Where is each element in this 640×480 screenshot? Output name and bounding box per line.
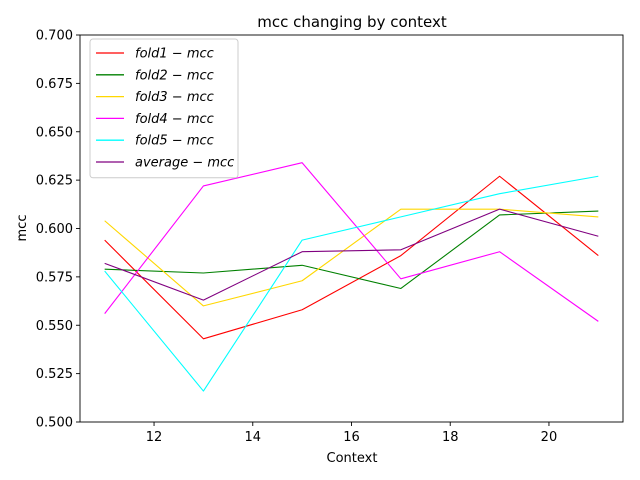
- x-tick-label-16: 16: [343, 430, 360, 445]
- series-line-5: [104, 175, 599, 392]
- y-tick-label-5: 0.625: [36, 174, 73, 189]
- series-line-4: [104, 162, 599, 322]
- y-tick-label-3: 0.575: [36, 270, 73, 285]
- legend-label-1: fold1 − mcc: [135, 47, 214, 62]
- series-line-3: [104, 208, 599, 307]
- legend-label-4: fold4 − mcc: [135, 112, 214, 127]
- series-line-1: [104, 175, 599, 340]
- legend-label-2: fold2 − mcc: [135, 68, 214, 83]
- legend-label-5: fold5 − mcc: [135, 134, 214, 149]
- y-tick-label-8: 0.700: [36, 29, 73, 44]
- y-tick-label-7: 0.675: [36, 77, 73, 92]
- x-axis-label: Context: [327, 451, 378, 466]
- series-line-2: [104, 210, 599, 290]
- x-tick-label-14: 14: [244, 430, 261, 445]
- x-tick-label-20: 20: [541, 430, 558, 445]
- y-tick-label-0: 0.500: [36, 416, 73, 431]
- x-tick-label-18: 18: [442, 430, 459, 445]
- chart-title: mcc changing by context: [257, 13, 447, 31]
- x-tick-label-12: 12: [146, 430, 163, 445]
- legend-box: [89, 38, 239, 179]
- y-axis-label: mcc: [15, 215, 30, 242]
- y-tick-label-1: 0.525: [36, 367, 73, 382]
- legend-label-6: average − mcc: [135, 156, 234, 171]
- series-line-6: [104, 208, 599, 301]
- plot-area: 12 14 16 18 20 0.500 0.525 0.550 0.575 0.600 0.625…: [36, 29, 624, 445]
- legend: fold1 − mcc fold2 − mcc fold3 − mcc fold4 −…: [89, 38, 239, 179]
- y-tick-label-6: 0.650: [36, 125, 73, 140]
- legend-label-3: fold3 − mcc: [135, 90, 214, 105]
- y-tick-label-4: 0.600: [36, 222, 73, 237]
- y-tick-label-2: 0.550: [36, 319, 73, 334]
